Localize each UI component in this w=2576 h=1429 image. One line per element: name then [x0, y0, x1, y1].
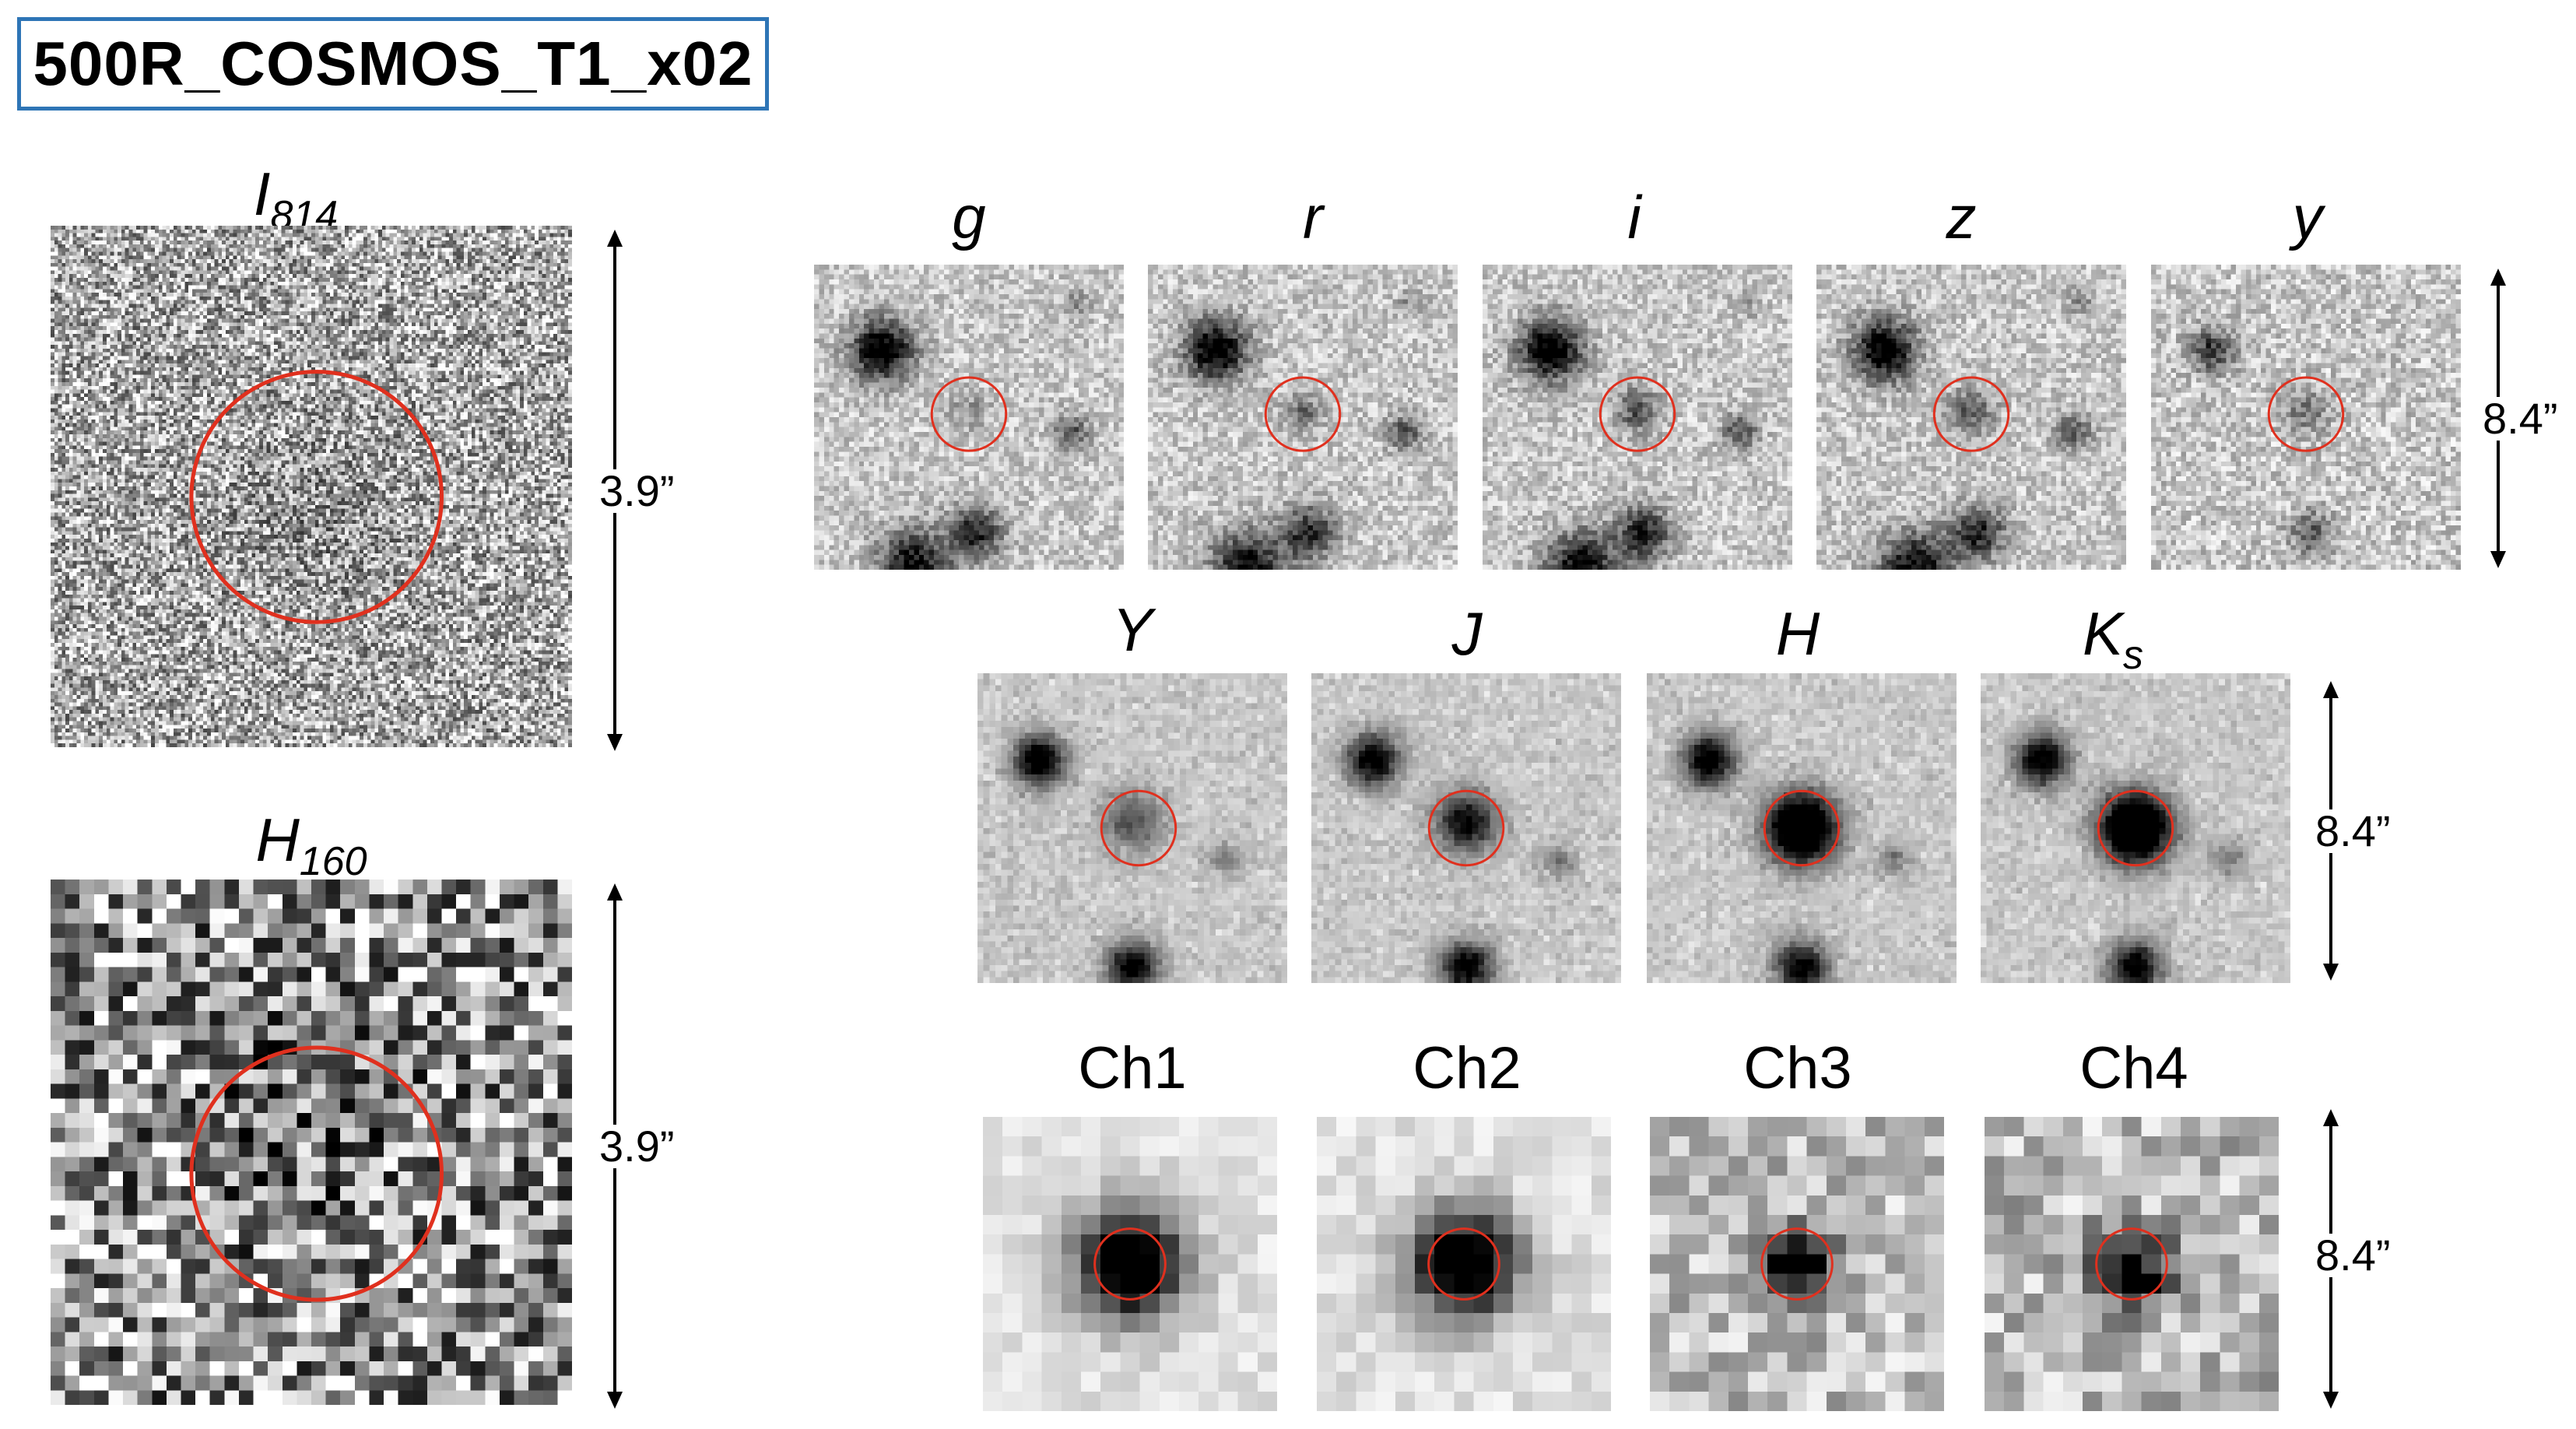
nir-band: K	[2083, 599, 2123, 668]
hst-band: H	[255, 806, 299, 874]
cutout-image	[1647, 673, 1957, 983]
stamp-h160	[51, 880, 572, 1405]
aperture-circle	[977, 673, 1287, 983]
stamp-i	[1483, 265, 1792, 570]
object-title: 500R_COSMOS_T1_x02	[17, 17, 769, 111]
aperture-circle	[1650, 1117, 1944, 1411]
band-label-J: J	[1389, 603, 1545, 664]
cutout-image	[1816, 265, 2126, 570]
cutout-image	[1311, 673, 1621, 983]
aperture-circle	[814, 265, 1124, 570]
channel-label-ch4: Ch4	[2056, 1039, 2212, 1098]
cutout-image	[814, 265, 1124, 570]
cutout-image	[1985, 1117, 2279, 1411]
stamp-ch2	[1317, 1117, 1611, 1411]
band-label-Ks: Ks	[2035, 603, 2191, 676]
channel-label-ch2: Ch2	[1389, 1039, 1545, 1098]
band-label-i: i	[1556, 187, 1712, 248]
stamp-H	[1647, 673, 1957, 983]
aperture-circle	[1816, 265, 2126, 570]
aperture-circle	[1311, 673, 1621, 983]
cutout-image	[1483, 265, 1792, 570]
cutout-image	[1148, 265, 1458, 570]
channel-label-ch1: Ch1	[1055, 1039, 1210, 1098]
scale-label: 8.4”	[2315, 1234, 2391, 1277]
aperture-circle	[51, 226, 572, 747]
stamp-r	[1148, 265, 1458, 570]
nir-band-sub: s	[2123, 633, 2143, 678]
cutout-image	[983, 1117, 1277, 1411]
scale-bar-h160: 3.9”	[599, 883, 708, 1409]
cutout-image	[51, 880, 572, 1405]
hst-band-sub: 160	[300, 839, 367, 884]
cutout-image	[2151, 265, 2461, 570]
aperture-circle	[1148, 265, 1458, 570]
scale-label: 8.4”	[2483, 397, 2558, 441]
aperture-circle	[1317, 1117, 1611, 1411]
scale-bar-optical: 8.4”	[2483, 269, 2576, 568]
aperture-circle	[51, 880, 572, 1405]
stamp-i814	[51, 226, 572, 747]
aperture-circle	[2151, 265, 2461, 570]
aperture-circle	[983, 1117, 1277, 1411]
cutout-image	[977, 673, 1287, 983]
stamp-y	[2151, 265, 2461, 570]
hst-label-h160: H160	[233, 809, 389, 882]
aperture-circle	[1647, 673, 1957, 983]
channel-label-ch3: Ch3	[1720, 1039, 1876, 1098]
scale-label: 3.9”	[599, 469, 675, 513]
band-label-r: r	[1235, 187, 1391, 248]
cutout-image	[1981, 673, 2290, 983]
stamp-g	[814, 265, 1124, 570]
band-label-z: z	[1883, 187, 2039, 248]
aperture-circle	[1483, 265, 1792, 570]
aperture-circle	[1981, 673, 2290, 983]
stamp-ch1	[983, 1117, 1277, 1411]
aperture-circle	[1985, 1117, 2279, 1411]
stamp-ch4	[1985, 1117, 2279, 1411]
scale-bar-nir: 8.4”	[2315, 681, 2424, 981]
stamp-Y	[977, 673, 1287, 983]
scale-bar-irac: 8.4”	[2315, 1109, 2424, 1409]
stamp-z	[1816, 265, 2126, 570]
scale-bar-i814: 3.9”	[599, 230, 708, 751]
stamp-Ks	[1981, 673, 2290, 983]
cutout-image	[1317, 1117, 1611, 1411]
cutout-image	[1650, 1117, 1944, 1411]
cutout-image	[51, 226, 572, 747]
hst-band: I	[254, 160, 271, 228]
scale-label: 8.4”	[2315, 809, 2391, 853]
band-label-g: g	[891, 187, 1047, 248]
stamp-ch3	[1650, 1117, 1944, 1411]
band-label-y: y	[2230, 187, 2385, 248]
band-label-H: H	[1720, 603, 1876, 664]
band-label-Y: Y	[1055, 599, 1210, 660]
stamp-J	[1311, 673, 1621, 983]
scale-label: 3.9”	[599, 1125, 675, 1168]
